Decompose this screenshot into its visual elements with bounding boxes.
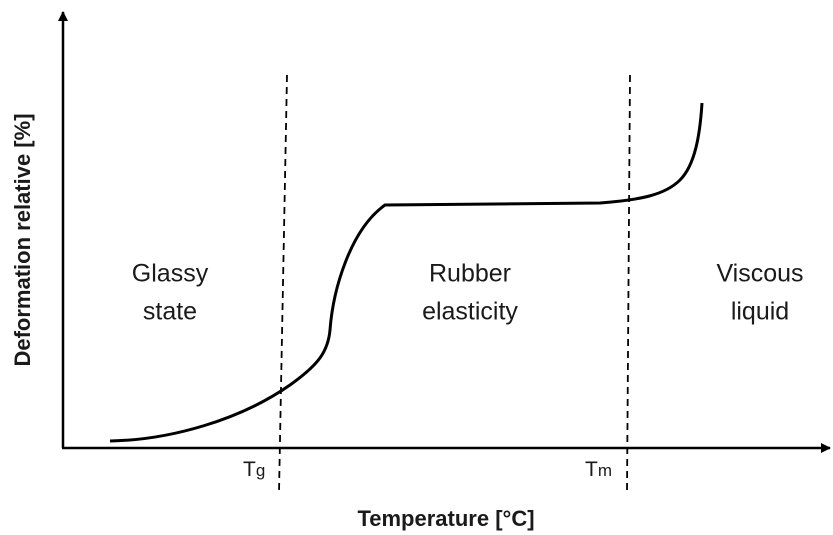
x-axis-title: Temperature [°C] [357, 506, 534, 531]
marker-subscript: g [256, 461, 265, 480]
region-label: state [143, 298, 197, 326]
marker-subscript: m [598, 461, 612, 480]
marker-symbol: T [243, 458, 256, 481]
tg-label: Tg [243, 458, 265, 481]
region-label: liquid [731, 298, 789, 326]
deformation-curve [109, 102, 704, 443]
region-label: Rubber [429, 260, 511, 288]
marker-symbol: T [585, 458, 598, 481]
tm-line [626, 74, 631, 493]
region-label: Glassy [132, 260, 209, 288]
region-label: elasticity [422, 298, 518, 326]
tm-label: Tm [585, 458, 612, 481]
tg-line [278, 74, 288, 493]
y-axis-title: Deformation relative [%] [10, 113, 35, 366]
region-label: Viscous [716, 260, 803, 288]
